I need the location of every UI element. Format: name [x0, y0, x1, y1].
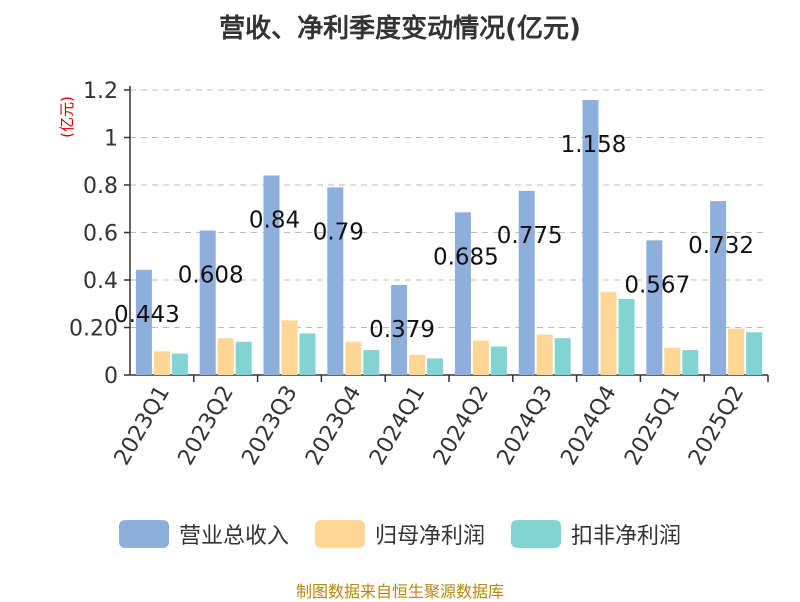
bar-deducted-profit [746, 332, 763, 375]
y-tick-label: 0.20 [69, 317, 118, 342]
data-label: 0.608 [178, 263, 244, 289]
x-tick-label: 2025Q2 [684, 382, 749, 470]
bar-net-profit [664, 347, 681, 375]
bar-revenue [263, 175, 280, 375]
bar-deducted-profit [299, 333, 316, 375]
bar-revenue [710, 201, 727, 375]
bar-revenue [327, 187, 344, 375]
bar-deducted-profit [363, 350, 380, 375]
legend-item-deducted-profit[interactable]: 扣非净利润 [511, 518, 681, 550]
bar-deducted-profit [682, 350, 699, 375]
data-label: 1.158 [561, 132, 627, 158]
x-tick-label: 2023Q3 [237, 382, 302, 470]
legend-item-net-profit[interactable]: 归母净利润 [314, 518, 485, 550]
y-tick-label: 0.6 [83, 222, 118, 247]
bar-deducted-profit [490, 346, 507, 375]
legend-swatch-net-profit [314, 520, 365, 548]
x-tick-label: 2023Q2 [174, 382, 239, 470]
x-tick-label: 2024Q1 [365, 382, 430, 470]
bar-revenue [391, 284, 408, 375]
bar-revenue [135, 269, 152, 375]
data-label: 0.79 [313, 219, 364, 245]
bar-revenue [582, 99, 599, 375]
bar-net-profit [472, 340, 489, 375]
data-label: 0.685 [433, 244, 499, 270]
y-tick-label: 0.4 [83, 269, 118, 294]
data-label: 0.84 [249, 208, 300, 234]
data-label: 0.732 [688, 233, 754, 259]
data-source-note: 制图数据来自恒生聚源数据库 [295, 582, 504, 601]
bar-net-profit [409, 354, 426, 375]
bar-revenue [454, 212, 471, 375]
bar-net-profit [281, 320, 298, 375]
legend-label-revenue: 营业总收入 [178, 524, 289, 549]
x-tick-label: 2024Q2 [429, 382, 494, 470]
bar-deducted-profit [171, 353, 188, 375]
bar-net-profit [728, 328, 745, 375]
bar-net-profit [600, 291, 617, 375]
bar-net-profit [153, 351, 170, 375]
bar-net-profit [345, 341, 362, 375]
y-tick-label: 1.2 [83, 79, 118, 104]
y-tick-label: 1 [104, 127, 118, 152]
bar-deducted-profit [618, 299, 635, 375]
bar-revenue [518, 190, 535, 375]
bar-revenue [646, 240, 663, 375]
legend-label-deducted-profit: 扣非净利润 [571, 524, 682, 549]
bar-net-profit [536, 334, 553, 375]
bar-deducted-profit [554, 338, 571, 375]
bar-revenue [199, 230, 216, 375]
x-tick-label: 2023Q1 [110, 382, 175, 470]
chart-title: 营收、净利季度变动情况(亿元) [219, 14, 581, 44]
legend-swatch-deducted-profit [511, 520, 561, 548]
bar-deducted-profit [235, 341, 252, 375]
legend-item-revenue[interactable]: 营业总收入 [118, 518, 289, 550]
y-tick-label: 0.8 [83, 174, 118, 199]
x-tick-label: 2024Q3 [493, 382, 558, 470]
data-label: 0.379 [369, 317, 435, 343]
data-label: 0.443 [114, 302, 180, 328]
x-tick-label: 2025Q1 [620, 382, 685, 470]
bar-net-profit [217, 338, 234, 375]
x-tick-label: 2024Q4 [556, 382, 621, 470]
legend-label-net-profit: 归母净利润 [374, 524, 485, 549]
y-tick-label: 0 [104, 364, 118, 389]
y-axis-unit-label: (亿元) [58, 96, 76, 138]
data-label: 0.775 [497, 223, 563, 249]
x-tick-label: 2023Q4 [301, 382, 366, 470]
data-label: 0.567 [624, 272, 690, 298]
legend-swatch-revenue [118, 520, 169, 548]
chart-legend: 营业总收入 归母净利润 扣非净利润 [0, 518, 800, 550]
bar-deducted-profit [427, 358, 444, 375]
